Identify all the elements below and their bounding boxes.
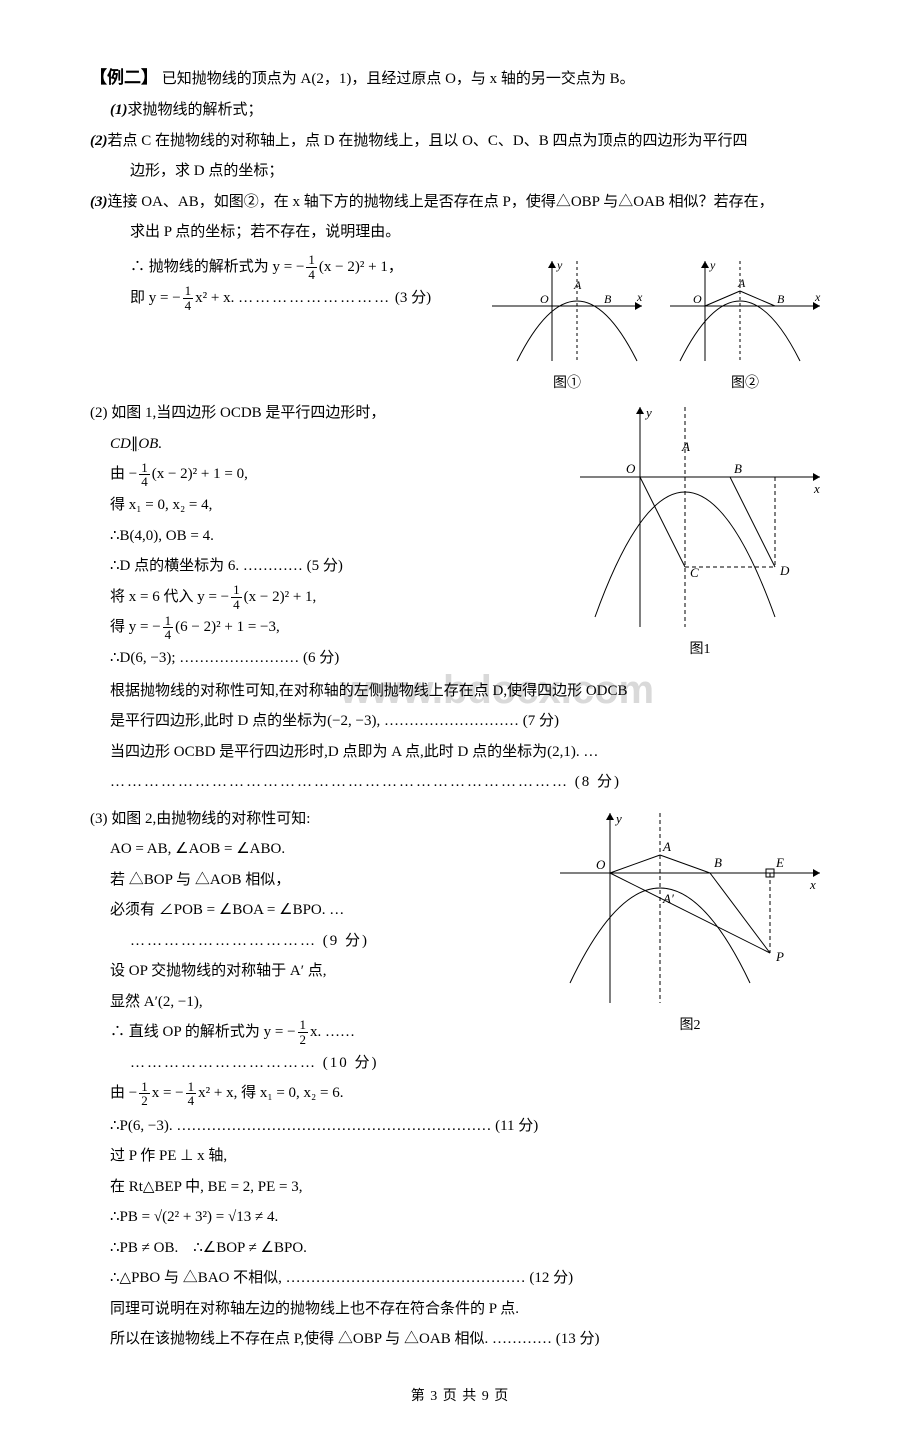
svg-text:D: D	[779, 563, 790, 578]
svg-text:B: B	[604, 292, 612, 306]
example-label: 【例二】	[90, 68, 158, 87]
part3-line13: 在 Rt△BEP 中, BE = 2, PE = 3,	[90, 1173, 830, 1202]
svg-text:y: y	[644, 405, 652, 420]
svg-text:A′: A′	[662, 891, 674, 906]
svg-text:O: O	[540, 292, 549, 306]
figure-2: O A A′ B E P x y 图2	[550, 803, 830, 1040]
part2-line10: 根据抛物线的对称性可知,在对称轴的左侧抛物线上存在点 D,使得四边形 ODCB	[90, 677, 830, 706]
part2-line8: 得 y = −14(6 − 2)² + 1 = −3,	[90, 613, 562, 642]
svg-text:A: A	[681, 439, 690, 454]
part2-line4: 得 x₁ = 0, x₂ = 4,	[90, 491, 562, 520]
svg-text:P: P	[775, 949, 784, 964]
part3-line3: 若 △BOP 与 △AOB 相似，	[90, 866, 542, 895]
part2-line7: 将 x = 6 代入 y = −14(x − 2)² + 1,	[90, 583, 562, 612]
svg-text:B: B	[777, 292, 785, 306]
svg-text:y: y	[614, 811, 622, 826]
svg-text:O: O	[693, 292, 702, 306]
svg-text:B: B	[714, 855, 722, 870]
part3-line6: 设 OP 交抛物线的对称轴于 A′ 点,	[90, 957, 542, 986]
part2-line1: (2) 如图 1,当四边形 OCDB 是平行四边形时，	[90, 399, 562, 428]
part3-line18: 所以在该抛物线上不存在点 P,使得 △OBP 与 △OAB 相似. ………… (…	[90, 1325, 830, 1354]
sol-eq2: 即 y = −14x² + x. ……………………… (3 分)	[90, 284, 474, 313]
question-2: (2)若点 C 在抛物线的对称轴上，点 D 在抛物线上，且以 O、C、D、B 四…	[90, 127, 830, 156]
svg-text:A: A	[573, 278, 582, 292]
part3-line10: 由 −12x = −14x² + x, 得 x₁ = 0, x₂ = 6.	[90, 1079, 542, 1108]
fig-top2-caption: 图②	[660, 371, 830, 398]
fig-top1-caption: 图①	[482, 371, 652, 398]
svg-text:O: O	[626, 461, 636, 476]
sol-eq1: ∴ 抛物线的解析式为 y = −14(x − 2)² + 1，	[90, 253, 474, 282]
q1-label: (1)	[110, 102, 128, 118]
svg-text:A: A	[737, 276, 746, 290]
q3-text-a: 连接 OA、AB，如图②，在 x 轴下方的抛物线上是否存在点 P，使得△OBP …	[108, 194, 774, 210]
part3-line4: 必须有 ∠POB = ∠BOA = ∠BPO. …	[90, 896, 542, 925]
question-1: (1)求抛物线的解析式；	[90, 96, 830, 125]
part3-line5: …………………………… (9 分)	[90, 927, 542, 956]
example-stem: 已知抛物线的顶点为 A(2，1)，且经过原点 O，与 x 轴的另一交点为 B。	[162, 71, 635, 87]
part3-line8: ∴ 直线 OP 的解析式为 y = −12x. ……	[90, 1018, 542, 1047]
part3-line11: ∴P(6, −3). ……………………………………………………… (11 分)	[90, 1112, 830, 1141]
svg-text:y: y	[709, 258, 716, 272]
part2-line2: CD∥OB.	[90, 430, 562, 459]
part3-line1: (3) 如图 2,由抛物线的对称性可知:	[90, 805, 542, 834]
svg-text:y: y	[556, 258, 563, 272]
part3-line12: 过 P 作 PE ⊥ x 轴,	[90, 1142, 830, 1171]
q3-text-b: 求出 P 点的坐标；若不存在，说明理由。	[90, 218, 830, 247]
svg-text:x: x	[814, 290, 821, 304]
fig1-caption: 图1	[570, 637, 830, 664]
svg-text:x: x	[813, 481, 820, 496]
part2-line13: ……………………………………………………………………… (8 分)	[90, 768, 830, 797]
part2-line11: 是平行四边形,此时 D 点的坐标为(−2, −3), ……………………… (7 …	[90, 707, 830, 736]
figure-top-1: O A B x y 图①	[482, 251, 652, 398]
part2-line6: ∴D 点的横坐标为 6. ………… (5 分)	[90, 552, 562, 581]
part3-line16: ∴△PBO 与 △BAO 不相似, ………………………………………… (12 分…	[90, 1264, 830, 1293]
svg-text:x: x	[636, 290, 643, 304]
q2-text-b: 边形，求 D 点的坐标；	[90, 157, 830, 186]
svg-text:A: A	[662, 839, 671, 854]
part3-line9: …………………………… (10 分)	[90, 1049, 542, 1078]
part2-line9: ∴D(6, −3); …………………… (6 分)	[90, 644, 562, 673]
q3-label: (3)	[90, 194, 108, 210]
svg-text:B: B	[734, 461, 742, 476]
part3-line7: 显然 A′(2, −1),	[90, 988, 542, 1017]
part3-line17: 同理可说明在对称轴左边的抛物线上也不存在符合条件的 P 点.	[90, 1295, 830, 1324]
part3-line14: ∴PB = √(2² + 3²) = √13 ≠ 4.	[90, 1203, 830, 1232]
part2-line5: ∴B(4,0), OB = 4.	[90, 522, 562, 551]
q2-text-a: 若点 C 在抛物线的对称轴上，点 D 在抛物线上，且以 O、C、D、B 四点为顶…	[108, 133, 748, 149]
svg-text:x: x	[809, 877, 816, 892]
svg-text:E: E	[775, 855, 784, 870]
page-footer: 第 3 页 共 9 页	[90, 1384, 830, 1411]
q1-text: 求抛物线的解析式；	[128, 102, 263, 118]
q2-label: (2)	[90, 133, 108, 149]
part2-line3: 由 −14(x − 2)² + 1 = 0,	[90, 460, 562, 489]
svg-text:C: C	[690, 565, 699, 580]
fig2-caption: 图2	[550, 1013, 830, 1040]
example-header: 【例二】 已知抛物线的顶点为 A(2，1)，且经过原点 O，与 x 轴的另一交点…	[90, 62, 830, 94]
part3-line2: AO = AB, ∠AOB = ∠ABO.	[90, 835, 542, 864]
question-3: (3)连接 OA、AB，如图②，在 x 轴下方的抛物线上是否存在点 P，使得△O…	[90, 188, 830, 217]
svg-text:O: O	[596, 857, 606, 872]
part2-line12: 当四边形 OCBD 是平行四边形时,D 点即为 A 点,此时 D 点的坐标为(2…	[90, 738, 830, 767]
figure-top-2: O A B x y 图②	[660, 251, 830, 398]
figure-1: O A B C D x y 图1	[570, 397, 830, 664]
part3-line15: ∴PB ≠ OB. ∴∠BOP ≠ ∠BPO.	[90, 1234, 830, 1263]
